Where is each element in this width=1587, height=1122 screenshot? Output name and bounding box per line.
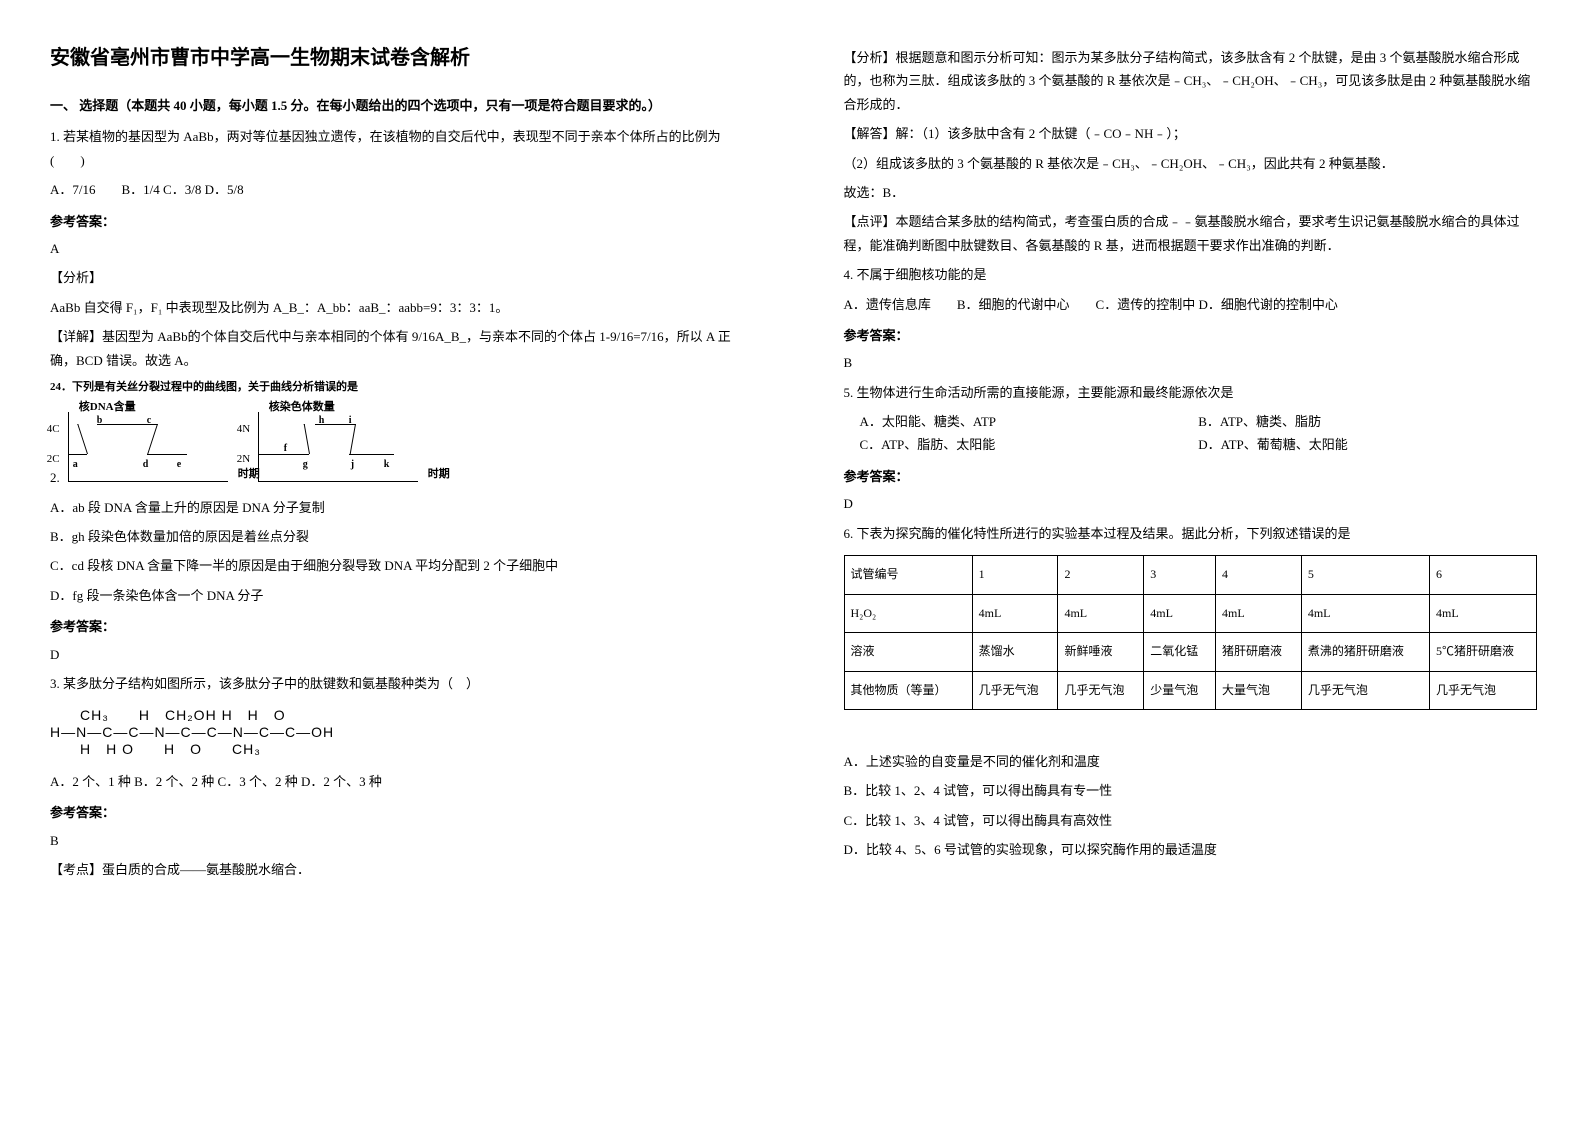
- q2-caption: 24．下列是有关丝分裂过程中的曲线图，关于曲线分析错误的是: [50, 378, 744, 398]
- q6-optA: A．上述实验的自变量是不同的催化剂和温度: [844, 750, 1538, 773]
- q2-answer: D: [50, 643, 744, 666]
- q2-optD: D．fg 段一条染色体含一个 DNA 分子: [50, 584, 744, 607]
- q2-optB: B．gh 段染色体数量加倍的原因是着丝点分裂: [50, 525, 744, 548]
- q4-answer: B: [844, 351, 1538, 374]
- q4-options: A．遗传信息库 B．细胞的代谢中心 C．遗传的控制中 D．细胞代谢的控制中心: [844, 293, 1538, 316]
- chart-chromosome: 核染色体数量 4N 2N 时期 f g h i j k: [258, 412, 418, 482]
- q1-analysis2: 【详解】基因型为 AaBb的个体自交后代中与亲本相同的个体有 9/16A_B_，…: [50, 325, 744, 372]
- q4-answer-label: 参考答案：: [844, 324, 1538, 347]
- chart-dna: 核DNA含量 4C 2C 时期 a b c d e: [68, 412, 228, 482]
- q3-sol2: （2）组成该多肽的 3 个氨基酸的 R 基依次是﹣CH₃、﹣CH₂OH、﹣CH₃…: [844, 152, 1538, 175]
- q3-answer-label: 参考答案：: [50, 801, 744, 824]
- q4-text: 4. 不属于细胞核功能的是: [844, 263, 1538, 286]
- q6-table: 试管编号 1 2 3 4 5 6 H₂O₂ 4mL 4mL 4mL 4mL 4m…: [844, 555, 1538, 710]
- q3-options: A．2 个、1 种 B．2 个、2 种 C．3 个、2 种 D．2 个、3 种: [50, 770, 744, 793]
- q3-sol3: 故选：B．: [844, 181, 1538, 204]
- right-column: 【分析】根据题意和图示分析可知：图示为某多肽分子结构简式，该多肽含有 2 个肽键…: [794, 0, 1587, 1122]
- q3-analysis: 【分析】根据题意和图示分析可知：图示为某多肽分子结构简式，该多肽含有 2 个肽键…: [844, 46, 1538, 116]
- q1-options: A．7/16 B．1/4 C．3/8 D．5/8: [50, 178, 744, 201]
- q2-charts: 核DNA含量 4C 2C 时期 a b c d e 核染色体数量 4N 2N 时…: [68, 412, 418, 482]
- q2-number: 2.: [50, 466, 60, 489]
- section-heading: 一、 选择题（本题共 40 小题，每小题 1.5 分。在每小题给出的四个选项中，…: [50, 94, 744, 117]
- q5-options: A．太阳能、糖类、ATP B．ATP、糖类、脂肪 C．ATP、脂肪、太阳能 D．…: [844, 410, 1538, 457]
- q5-text: 5. 生物体进行生命活动所需的直接能源，主要能源和最终能源依次是: [844, 381, 1538, 404]
- q1-answer-label: 参考答案：: [50, 210, 744, 233]
- table-row: 试管编号 1 2 3 4 5 6: [844, 556, 1537, 595]
- table-row: 溶液 蒸馏水 新鲜唾液 二氧化锰 猪肝研磨液 煮沸的猪肝研磨液 5℃猪肝研磨液: [844, 633, 1537, 672]
- left-column: 安徽省亳州市曹市中学高一生物期末试卷含解析 一、 选择题（本题共 40 小题，每…: [0, 0, 794, 1122]
- q3-text: 3. 某多肽分子结构如图所示，该多肽分子中的肽键数和氨基酸种类为（ ）: [50, 672, 744, 695]
- q1-text: 1. 若某植物的基因型为 AaBb，两对等位基因独立遗传，在该植物的自交后代中，…: [50, 125, 744, 172]
- q3-answer: B: [50, 829, 744, 852]
- table-row: 其他物质（等量） 几乎无气泡 几乎无气泡 少量气泡 大量气泡 几乎无气泡 几乎无…: [844, 671, 1537, 710]
- q6-optD: D．比较 4、5、6 号试管的实验现象，可以探究酶作用的最适温度: [844, 838, 1538, 861]
- q6-text: 6. 下表为探究酶的催化特性所进行的实验基本过程及结果。据此分析，下列叙述错误的…: [844, 522, 1538, 545]
- table-row: H₂O₂ 4mL 4mL 4mL 4mL 4mL 4mL: [844, 594, 1537, 633]
- q1-analysis1: AaBb 自交得 F₁，F₁ 中表现型及比例为 A_B_：A_bb：aaB_：a…: [50, 296, 744, 319]
- q1-analysis-label: 【分析】: [50, 266, 744, 289]
- q2-answer-label: 参考答案：: [50, 615, 744, 638]
- q6-optC: C．比较 1、3、4 试管，可以得出酶具有高效性: [844, 809, 1538, 832]
- q5-answer-label: 参考答案：: [844, 465, 1538, 488]
- q5-answer: D: [844, 492, 1538, 515]
- q3-comment: 【点评】本题结合某多肽的结构简式，考查蛋白质的合成﹣﹣氨基酸脱水缩合，要求考生识…: [844, 210, 1538, 257]
- q6-optB: B．比较 1、2、4 试管，可以得出酶具有专一性: [844, 779, 1538, 802]
- q3-molecule: CH₃ H CH₂OH H H O H—N—C—C—N—C—C—N—C—C—OH…: [50, 707, 744, 757]
- q3-sol1: 【解答】解：（1）该多肽中含有 2 个肽键（﹣CO﹣NH﹣）；: [844, 122, 1538, 145]
- q3-point: 【考点】蛋白质的合成——氨基酸脱水缩合．: [50, 858, 744, 881]
- q2-optC: C．cd 段核 DNA 含量下降一半的原因是由于细胞分裂导致 DNA 平均分配到…: [50, 554, 744, 577]
- q1-answer: A: [50, 237, 744, 260]
- page-title: 安徽省亳州市曹市中学高一生物期末试卷含解析: [50, 40, 744, 76]
- q2-optA: A．ab 段 DNA 含量上升的原因是 DNA 分子复制: [50, 496, 744, 519]
